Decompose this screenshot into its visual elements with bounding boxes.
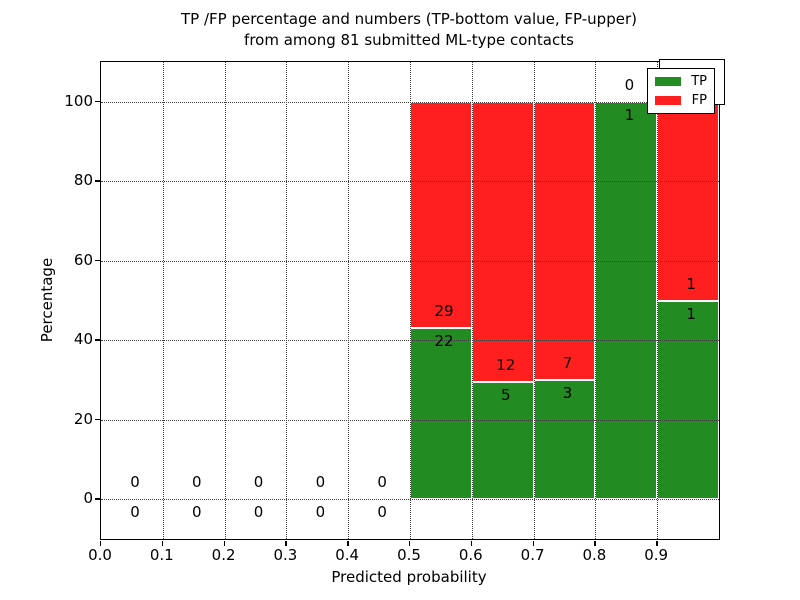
tp-count-label: 0 bbox=[315, 503, 326, 522]
bar-tp-segment bbox=[595, 101, 658, 500]
y-tick-label: 20 bbox=[73, 409, 93, 428]
tp-count-label: 1 bbox=[686, 304, 696, 323]
bar-fp-segment bbox=[410, 101, 472, 328]
bar-fp-segment bbox=[533, 101, 596, 380]
tp-count-label: 0 bbox=[192, 503, 202, 522]
fp-count-label: 0 bbox=[130, 473, 140, 492]
gridline-vertical bbox=[162, 62, 164, 539]
gridline-vertical bbox=[348, 62, 350, 539]
tp-count-label: 5 bbox=[501, 386, 511, 405]
x-tick-label: 0.8 bbox=[582, 546, 607, 564]
x-tick-label: 0.4 bbox=[335, 546, 360, 564]
x-tick-label: 0.5 bbox=[397, 546, 421, 564]
tp-count-label: 0 bbox=[253, 503, 264, 522]
bar-tp-segment bbox=[471, 382, 534, 500]
gridline-vertical bbox=[224, 62, 226, 539]
tp-count-label: 3 bbox=[562, 384, 573, 402]
y-tick-mark bbox=[95, 498, 100, 500]
y-tick-mark bbox=[95, 180, 100, 182]
y-tick-mark bbox=[95, 418, 100, 421]
bar-tp-segment bbox=[657, 300, 719, 500]
bar-fp-segment bbox=[657, 101, 719, 301]
x-tick-mark bbox=[347, 541, 349, 546]
y-tick-label: 0 bbox=[83, 489, 93, 508]
y-axis-label: Percentage bbox=[38, 257, 56, 343]
legend-label-fp: FP bbox=[691, 93, 707, 108]
x-tick-mark bbox=[100, 541, 102, 546]
legend: TP FP bbox=[647, 68, 715, 114]
x-tick-label: 0.2 bbox=[211, 546, 236, 564]
fp-color-swatch bbox=[655, 96, 681, 105]
x-tick-label: 0.7 bbox=[520, 546, 545, 564]
x-tick-label: 0.3 bbox=[273, 546, 298, 564]
fp-count-label: 0 bbox=[315, 473, 326, 492]
y-tick-mark bbox=[95, 259, 100, 262]
x-tick-mark bbox=[285, 541, 287, 546]
gridline-vertical bbox=[410, 62, 411, 539]
legend-label-tp: TP bbox=[691, 74, 707, 89]
gridline-vertical bbox=[657, 62, 659, 539]
fp-count-label: 12 bbox=[496, 356, 516, 375]
x-tick-mark bbox=[409, 541, 411, 546]
x-tick-label: 0.9 bbox=[644, 546, 669, 564]
x-tick-mark bbox=[470, 541, 473, 546]
gridline-vertical bbox=[471, 62, 473, 539]
x-tick-label: 0.6 bbox=[458, 546, 483, 564]
tp-count-label: 1 bbox=[624, 105, 635, 124]
tp-count-label: 0 bbox=[130, 503, 140, 522]
x-tick-mark bbox=[161, 541, 164, 546]
chart-title-line2: from among 81 submitted ML-type contacts bbox=[244, 31, 574, 49]
tp-color-swatch bbox=[655, 77, 681, 86]
legend-entry-fp: FP bbox=[655, 94, 707, 107]
y-tick-label: 100 bbox=[64, 91, 93, 110]
fp-count-label: 0 bbox=[377, 473, 387, 492]
x-tick-mark bbox=[594, 541, 596, 546]
fp-count-label: 29 bbox=[434, 301, 454, 320]
y-tick-mark bbox=[95, 100, 100, 103]
gridline-vertical bbox=[286, 62, 288, 539]
plot-area: TP FP 0 0 0 0 0 0 0 0 0 0 29 22 12 5 7 3 0 1 1 1 bbox=[100, 59, 725, 540]
fp-count-label: 7 bbox=[562, 354, 573, 372]
x-tick-mark bbox=[223, 541, 225, 546]
tp-count-label: 0 bbox=[377, 503, 387, 522]
chart-title-line1: TP /FP percentage and numbers (TP-bottom… bbox=[181, 10, 637, 28]
x-tick-label: 0.0 bbox=[88, 546, 112, 564]
legend-entry-tp: TP bbox=[655, 75, 707, 88]
fp-count-label: 0 bbox=[192, 473, 202, 492]
bar-tp-segment bbox=[533, 380, 596, 500]
gridline-vertical bbox=[595, 62, 597, 539]
gridline-vertical bbox=[533, 62, 535, 539]
y-tick-label: 40 bbox=[73, 330, 93, 349]
y-tick-label: 80 bbox=[73, 171, 93, 190]
fp-count-label: 0 bbox=[624, 75, 635, 94]
y-tick-mark bbox=[95, 339, 100, 341]
fp-count-label: 1 bbox=[686, 274, 696, 293]
x-axis-label: Predicted probability bbox=[331, 568, 487, 586]
x-tick-mark bbox=[532, 541, 534, 546]
y-tick-label: 60 bbox=[73, 250, 93, 269]
x-tick-mark bbox=[656, 541, 658, 546]
bar-tp-segment bbox=[410, 327, 472, 500]
fp-count-label: 0 bbox=[253, 473, 264, 492]
tp-count-label: 22 bbox=[434, 331, 454, 350]
x-tick-label: 0.1 bbox=[149, 546, 174, 564]
